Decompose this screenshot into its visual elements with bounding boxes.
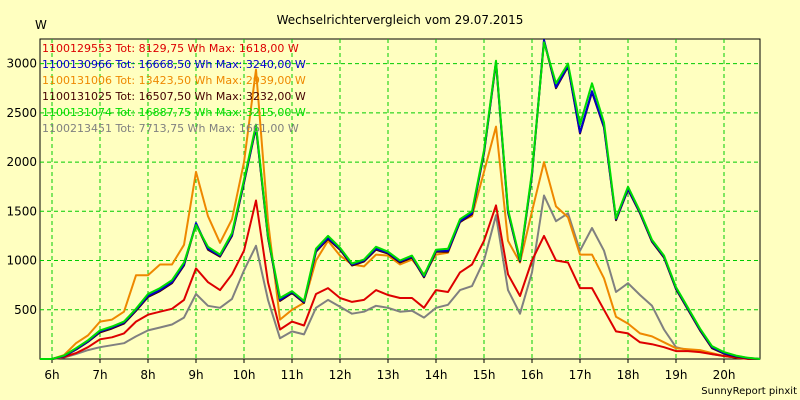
x-tick-label: 14h <box>425 368 448 382</box>
x-tick-label: 6h <box>44 368 59 382</box>
y-axis: 500 1000 1500 2000 2500 3000 <box>6 57 37 317</box>
chart-title: Wechselrichtervergleich vom 29.07.2015 <box>277 13 524 27</box>
series-line-1100213451 <box>40 194 761 360</box>
legend-entry-1100131025: 1100131025 Tot: 16507,50 Wh Max: 3232,00… <box>42 90 306 103</box>
y-tick-label: 2500 <box>6 106 37 120</box>
y-tick-label: 500 <box>14 303 37 317</box>
x-tick-label: 13h <box>377 368 400 382</box>
x-tick-label: 15h <box>473 368 496 382</box>
legend: 1100129553 Tot: 8129,75 Wh Max: 1618,00 … <box>42 42 306 135</box>
legend-entry-1100131006: 1100131006 Tot: 13423,50 Wh Max: 2939,00… <box>42 74 306 87</box>
credit-label: SunnyReport pinxit <box>701 386 797 397</box>
legend-entry-1100130966: 1100130966 Tot: 16668,50 Wh Max: 3240,00… <box>42 58 306 71</box>
x-tick-label: 19h <box>665 368 688 382</box>
x-tick-label: 17h <box>569 368 592 382</box>
x-tick-label: 11h <box>281 368 304 382</box>
y-tick-label: 1500 <box>6 204 37 218</box>
plot-area <box>39 38 761 360</box>
series-line-1100131006 <box>40 68 761 360</box>
legend-entry-1100129553: 1100129553 Tot: 8129,75 Wh Max: 1618,00 … <box>42 42 299 55</box>
x-axis: 6h 7h 8h 9h 10h 11h 12h 13h 14h 15h 16h 17h 18h 19h 20… <box>44 359 735 382</box>
legend-entry-1100213451: 1100213451 Tot: 7713,75 Wh Max: 1661,00 … <box>42 122 299 135</box>
x-tick-label: 16h <box>521 368 544 382</box>
series-line-1100131074 <box>40 41 761 360</box>
y-tick-label: 2000 <box>6 155 37 169</box>
legend-entry-1100131074: 1100131074 Tot: 16887,75 Wh Max: 3215,00… <box>42 106 306 119</box>
x-tick-label: 9h <box>188 368 203 382</box>
x-tick-label: 7h <box>92 368 107 382</box>
series-line-1100129553 <box>40 199 760 360</box>
y-axis-label: W <box>35 18 47 32</box>
x-tick-label: 10h <box>233 368 256 382</box>
x-tick-label: 8h <box>140 368 155 382</box>
x-tick-label: 18h <box>617 368 640 382</box>
y-tick-label: 1000 <box>6 254 37 268</box>
x-tick-label: 20h <box>713 368 736 382</box>
x-tick-label: 12h <box>329 368 352 382</box>
series-lines <box>40 39 761 360</box>
y-tick-label: 3000 <box>6 57 37 71</box>
